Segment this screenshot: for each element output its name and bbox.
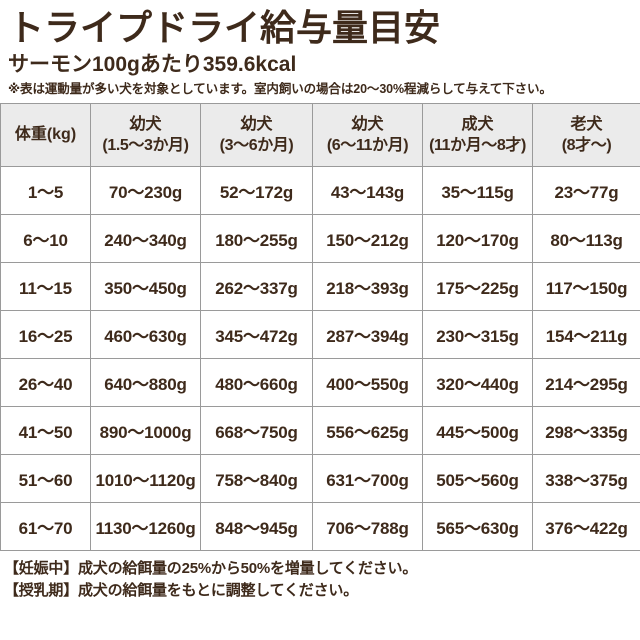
column-header-puppy-3-6m: 幼犬 (3～6か月) bbox=[200, 103, 313, 167]
cell-puppy-6-11m: 43～143g bbox=[312, 166, 423, 215]
cell-weight: 16～25 bbox=[0, 310, 91, 359]
cell-puppy-6-11m: 150～212g bbox=[312, 214, 423, 263]
footer-notes: 【妊娠中】成犬の給餌量の25%から50%を増量してください。 【授乳期】成犬の給… bbox=[0, 551, 640, 602]
cell-weight: 51～60 bbox=[0, 454, 91, 503]
cell-adult: 320～440g bbox=[422, 358, 533, 407]
cell-puppy-1-5-3m: 1130～1260g bbox=[90, 502, 201, 551]
cell-adult: 505～560g bbox=[422, 454, 533, 503]
cell-puppy-1-5-3m: 350～450g bbox=[90, 262, 201, 311]
page-title: トライプドライ給与量目安 bbox=[8, 8, 441, 48]
table-body: 1～5 70～230g 52～172g 43～143g 35～115g 23～7… bbox=[0, 166, 640, 551]
cell-adult: 445～500g bbox=[422, 406, 533, 455]
cell-puppy-6-11m: 218～393g bbox=[312, 262, 423, 311]
cell-puppy-6-11m: 706～788g bbox=[312, 502, 423, 551]
activity-note: ※表は運動量が多い犬を対象としています。室内飼いの場合は20～30%程減らして与… bbox=[8, 82, 552, 96]
column-header-senior: 老犬 (8才～) bbox=[532, 103, 640, 167]
cell-weight: 61～70 bbox=[0, 502, 91, 551]
column-header-adult: 成犬 (11か月～8才) bbox=[422, 103, 533, 167]
cell-weight: 6～10 bbox=[0, 214, 91, 263]
cell-puppy-3-6m: 180～255g bbox=[200, 214, 313, 263]
cell-senior: 154～211g bbox=[532, 310, 640, 359]
table-row: 6～10 240～340g 180～255g 150～212g 120～170g… bbox=[0, 214, 640, 263]
cell-adult: 35～115g bbox=[422, 166, 533, 215]
cell-weight: 26～40 bbox=[0, 358, 91, 407]
table-row: 11～15 350～450g 262～337g 218～393g 175～225… bbox=[0, 262, 640, 311]
feeding-amount-table: 体重(kg) 幼犬 (1.5～3か月) 幼犬 (3～6か月) 幼犬 (6～11か… bbox=[0, 103, 640, 551]
cell-puppy-1-5-3m: 890～1000g bbox=[90, 406, 201, 455]
column-header-puppy-1-5-3m-line1: 幼犬 bbox=[129, 116, 162, 133]
cell-adult: 565～630g bbox=[422, 502, 533, 551]
cell-puppy-3-6m: 758～840g bbox=[200, 454, 313, 503]
calorie-subtitle: サーモン100gあたり359.6kcal bbox=[8, 53, 297, 76]
cell-senior: 117～150g bbox=[532, 262, 640, 311]
table-row: 41～50 890～1000g 668～750g 556～625g 445～50… bbox=[0, 406, 640, 455]
table-row: 16～25 460～630g 345～472g 287～394g 230～315… bbox=[0, 310, 640, 359]
cell-puppy-1-5-3m: 460～630g bbox=[90, 310, 201, 359]
table-row: 61～70 1130～1260g 848～945g 706～788g 565～6… bbox=[0, 502, 640, 551]
footer-note-pregnancy: 【妊娠中】成犬の給餌量の25%から50%を増量してください。 bbox=[4, 560, 418, 577]
column-header-adult-line1: 成犬 bbox=[461, 116, 494, 133]
footer-note-lactation: 【授乳期】成犬の給餌量をもとに調整してください。 bbox=[4, 582, 359, 599]
column-header-puppy-3-6m-line2: (3～6か月) bbox=[219, 137, 294, 154]
cell-adult: 175～225g bbox=[422, 262, 533, 311]
table-header-row: 体重(kg) 幼犬 (1.5～3か月) 幼犬 (3～6か月) 幼犬 (6～11か… bbox=[0, 103, 640, 167]
column-header-weight-line1: 体重(kg) bbox=[14, 126, 77, 143]
column-header-senior-line1: 老犬 bbox=[570, 116, 603, 133]
cell-puppy-1-5-3m: 240～340g bbox=[90, 214, 201, 263]
cell-puppy-6-11m: 556～625g bbox=[312, 406, 423, 455]
table-row: 26～40 640～880g 480～660g 400～550g 320～440… bbox=[0, 358, 640, 407]
cell-puppy-1-5-3m: 70～230g bbox=[90, 166, 201, 215]
cell-weight: 11～15 bbox=[0, 262, 91, 311]
cell-puppy-1-5-3m: 1010～1120g bbox=[90, 454, 201, 503]
cell-puppy-3-6m: 262～337g bbox=[200, 262, 313, 311]
cell-senior: 298～335g bbox=[532, 406, 640, 455]
cell-puppy-3-6m: 480～660g bbox=[200, 358, 313, 407]
table-header: 体重(kg) 幼犬 (1.5～3か月) 幼犬 (3～6か月) 幼犬 (6～11か… bbox=[0, 103, 640, 167]
cell-senior: 80～113g bbox=[532, 214, 640, 263]
cell-puppy-1-5-3m: 640～880g bbox=[90, 358, 201, 407]
table-row: 1～5 70～230g 52～172g 43～143g 35～115g 23～7… bbox=[0, 166, 640, 215]
column-header-senior-line2: (8才～) bbox=[561, 137, 612, 154]
column-header-puppy-6-11m: 幼犬 (6～11か月) bbox=[312, 103, 423, 167]
column-header-adult-line2: (11か月～8才) bbox=[429, 137, 526, 154]
column-header-puppy-1-5-3m: 幼犬 (1.5～3か月) bbox=[90, 103, 201, 167]
column-header-puppy-3-6m-line1: 幼犬 bbox=[240, 116, 273, 133]
column-header-weight: 体重(kg) bbox=[0, 103, 91, 167]
cell-puppy-3-6m: 668～750g bbox=[200, 406, 313, 455]
cell-senior: 214～295g bbox=[532, 358, 640, 407]
cell-puppy-3-6m: 345～472g bbox=[200, 310, 313, 359]
cell-weight: 1～5 bbox=[0, 166, 91, 215]
column-header-puppy-1-5-3m-line2: (1.5～3か月) bbox=[102, 137, 189, 154]
cell-puppy-3-6m: 848～945g bbox=[200, 502, 313, 551]
cell-adult: 230～315g bbox=[422, 310, 533, 359]
cell-weight: 41～50 bbox=[0, 406, 91, 455]
cell-senior: 376～422g bbox=[532, 502, 640, 551]
column-header-puppy-6-11m-line2: (6～11か月) bbox=[326, 137, 409, 154]
cell-senior: 23～77g bbox=[532, 166, 640, 215]
cell-adult: 120～170g bbox=[422, 214, 533, 263]
column-header-puppy-6-11m-line1: 幼犬 bbox=[351, 116, 384, 133]
cell-senior: 338～375g bbox=[532, 454, 640, 503]
header-block: トライプドライ給与量目安 サーモン100gあたり359.6kcal ※表は運動量… bbox=[0, 0, 640, 98]
cell-puppy-3-6m: 52～172g bbox=[200, 166, 313, 215]
cell-puppy-6-11m: 287～394g bbox=[312, 310, 423, 359]
cell-puppy-6-11m: 631～700g bbox=[312, 454, 423, 503]
cell-puppy-6-11m: 400～550g bbox=[312, 358, 423, 407]
table-row: 51～60 1010～1120g 758～840g 631～700g 505～5… bbox=[0, 454, 640, 503]
